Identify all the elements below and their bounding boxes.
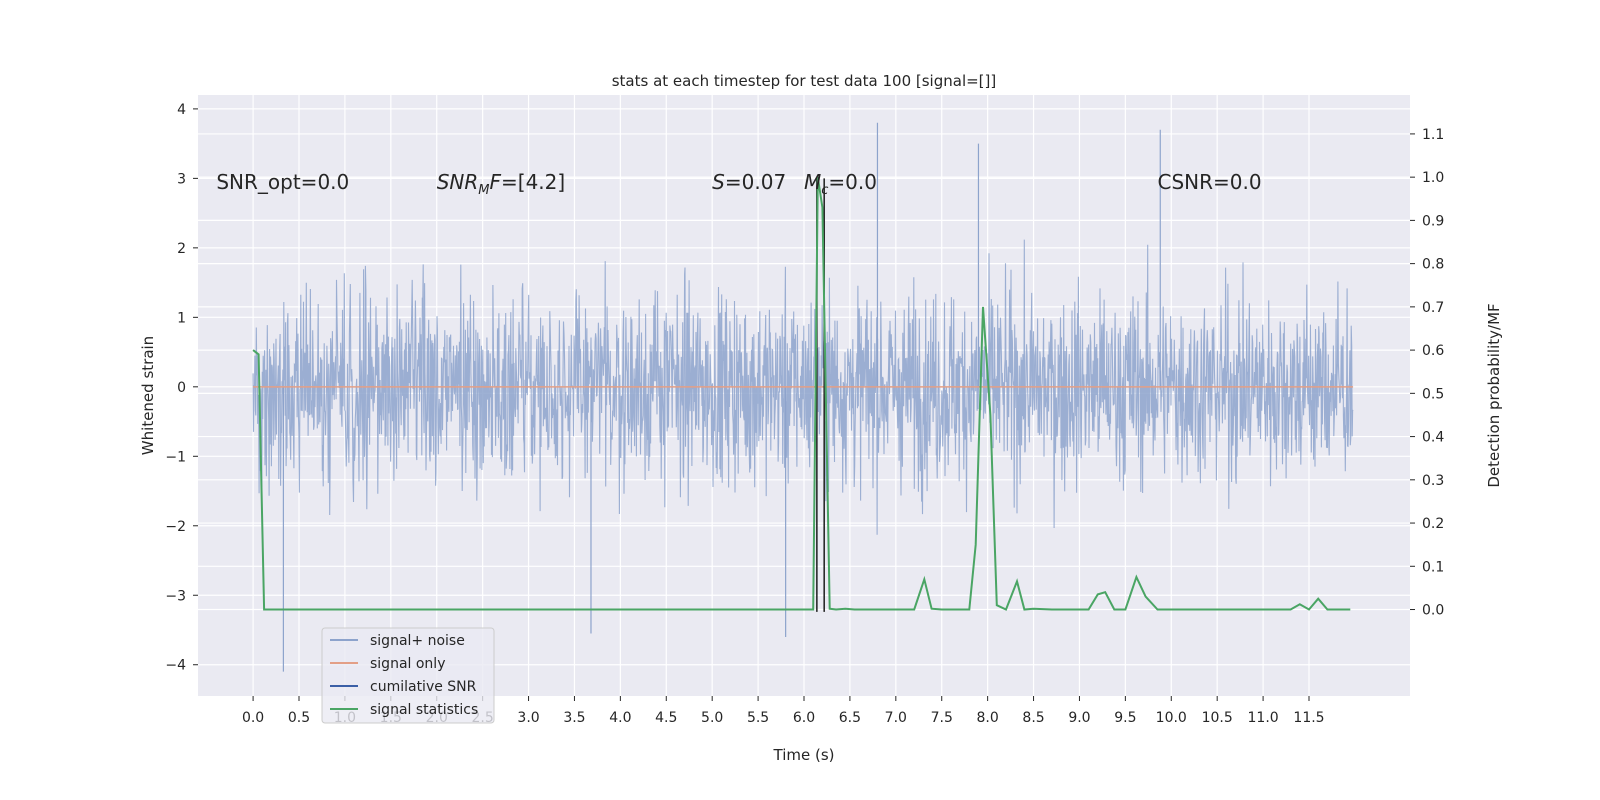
annotation-snr-mf-value: =[4.2] bbox=[501, 170, 565, 194]
y-tick-label-left: 2 bbox=[177, 241, 186, 257]
x-tick-label: 7.0 bbox=[885, 710, 907, 726]
y-tick-label-right: 1.0 bbox=[1422, 170, 1444, 186]
x-tick-label: 8.0 bbox=[977, 710, 999, 726]
x-tick-label: 10.0 bbox=[1156, 710, 1187, 726]
annotation-snr-mf-prefix: SNR bbox=[437, 170, 479, 194]
y-tick-label-left: −4 bbox=[165, 658, 186, 674]
chart-title: stats at each timestep for test data 100… bbox=[612, 72, 997, 90]
x-tick-label: 4.5 bbox=[655, 710, 677, 726]
x-tick-label: 7.5 bbox=[931, 710, 953, 726]
legend-label: signal only bbox=[370, 656, 445, 672]
x-tick-label: 9.0 bbox=[1068, 710, 1090, 726]
x-tick-label: 6.0 bbox=[793, 710, 815, 726]
x-tick-label: 9.5 bbox=[1114, 710, 1136, 726]
y-tick-label-right: 0.5 bbox=[1422, 386, 1444, 402]
annotation-snr-mf-mid: F bbox=[490, 170, 502, 194]
x-tick-label: 3.5 bbox=[563, 710, 585, 726]
annotation-mc: Mc=0.0 bbox=[804, 170, 877, 198]
y-tick-label-right: 0.9 bbox=[1422, 213, 1444, 229]
x-tick-label: 4.0 bbox=[609, 710, 631, 726]
y-tick-label-right: 0.2 bbox=[1422, 516, 1444, 532]
annotation-snr-mf-sub: M bbox=[478, 183, 489, 198]
y-tick-label-left: −1 bbox=[165, 449, 186, 465]
y-tick-label-left: 0 bbox=[177, 380, 186, 396]
x-tick-label: 6.5 bbox=[839, 710, 861, 726]
x-tick-label: 0.5 bbox=[288, 710, 310, 726]
y-tick-label-right: 1.1 bbox=[1422, 127, 1444, 143]
annotation-mc-value: =0.0 bbox=[828, 170, 877, 194]
x-tick-label: 0.0 bbox=[242, 710, 264, 726]
y-tick-label-left: −2 bbox=[165, 519, 186, 535]
legend-label: signal statistics bbox=[370, 702, 478, 718]
annotation-s-var: S bbox=[712, 170, 725, 194]
grid-lines bbox=[198, 95, 1410, 696]
signal-statistics-line bbox=[252, 177, 1351, 611]
y-tick-label-right: 0.0 bbox=[1422, 603, 1444, 619]
y-axis-label-left: Whitened strain bbox=[139, 336, 157, 455]
y-tick-label-left: 4 bbox=[177, 102, 186, 118]
y-tick-label-right: 0.6 bbox=[1422, 343, 1444, 359]
annotation-mc-sub: c bbox=[821, 183, 828, 198]
x-tick-label: 5.0 bbox=[701, 710, 723, 726]
x-tick-label: 11.0 bbox=[1248, 710, 1279, 726]
x-tick-label: 5.5 bbox=[747, 710, 769, 726]
y-tick-label-right: 0.8 bbox=[1422, 257, 1444, 273]
y-tick-label-left: −3 bbox=[165, 588, 186, 604]
marks bbox=[252, 177, 1354, 612]
signal-plus-noise-series bbox=[252, 122, 1354, 672]
legend-box bbox=[321, 627, 495, 724]
annotations: SNR_opt=0.0 SNRMF=[4.2] S=0.07 Mc=0.0 CS… bbox=[216, 170, 1261, 198]
annotation-mc-var: M bbox=[804, 170, 821, 194]
x-tick-label: 3.0 bbox=[517, 710, 539, 726]
legend-label: cumilative SNR bbox=[370, 679, 477, 695]
x-axis-label: Time (s) bbox=[773, 746, 835, 764]
legend-label: signal+ noise bbox=[370, 633, 465, 649]
signal-plus-noise-line bbox=[252, 239, 1354, 535]
legend: signal+ noise signal only cumilative SNR si… bbox=[321, 627, 495, 724]
annotation-s: S=0.07 bbox=[712, 170, 786, 194]
y-axis-label-right: Detection probability/MF bbox=[1485, 303, 1503, 487]
annotation-s-value: =0.07 bbox=[725, 170, 786, 194]
annotation-csnr: CSNR=0.0 bbox=[1158, 170, 1262, 194]
y-tick-label-right: 0.7 bbox=[1422, 300, 1444, 316]
annotation-snr-opt: SNR_opt=0.0 bbox=[216, 170, 349, 194]
annotation-snr-mf: SNRMF=[4.2] bbox=[437, 170, 565, 198]
y-tick-label-right: 0.3 bbox=[1422, 473, 1444, 489]
y-tick-label-right: 0.1 bbox=[1422, 559, 1444, 575]
y-tick-label-left: 1 bbox=[177, 310, 186, 326]
x-tick-label: 11.5 bbox=[1293, 710, 1324, 726]
x-tick-label: 8.5 bbox=[1022, 710, 1044, 726]
x-tick-label: 10.5 bbox=[1202, 710, 1233, 726]
y-tick-label-left: 3 bbox=[177, 171, 186, 187]
y-tick-label-right: 0.4 bbox=[1422, 430, 1444, 446]
